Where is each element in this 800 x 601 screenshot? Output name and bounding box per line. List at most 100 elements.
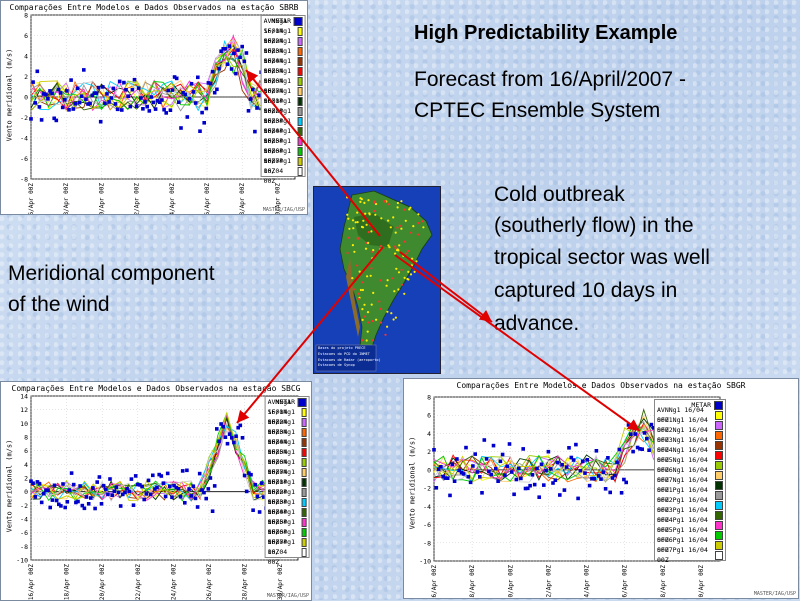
station-dot <box>354 221 357 224</box>
legend-label: SF05Pg1 16/04 00Z <box>657 526 708 544</box>
observed-point <box>60 105 65 110</box>
observed-point <box>99 502 104 506</box>
observed-point <box>500 452 505 457</box>
station-dot <box>413 270 416 273</box>
station-dot <box>396 226 399 229</box>
legend-label: SF06Ng1 16/04 00Z <box>657 466 708 484</box>
station-dot <box>384 333 387 336</box>
observed-point <box>244 489 249 494</box>
observed-point <box>505 464 509 469</box>
station-dot <box>367 241 370 244</box>
observed-point <box>571 458 576 462</box>
observed-point <box>512 492 516 497</box>
observed-point <box>494 466 498 471</box>
observed-point <box>259 481 264 485</box>
observed-point <box>101 483 106 488</box>
observed-point <box>133 474 138 478</box>
observed-point <box>457 468 461 473</box>
station-dot <box>356 211 359 214</box>
legend-swatch <box>301 437 307 447</box>
observed-point <box>617 447 622 452</box>
legend-label: SF04Pg1 16/04 00Z <box>657 516 708 534</box>
x-tick-label: 28/Apr 00Z <box>239 183 246 214</box>
observed-point <box>125 486 129 491</box>
station-dot <box>397 271 401 274</box>
observed-point <box>215 427 219 431</box>
legend-item: SF04Pg1 16/04 00Z <box>266 508 309 536</box>
observed-point <box>251 508 255 512</box>
y-tick-label: 10 <box>20 420 28 428</box>
observed-point <box>202 490 206 495</box>
chart-panel-sbrb: Comparações Entre Modelos e Dados Observ… <box>0 0 308 215</box>
observed-point <box>496 479 500 483</box>
observed-point <box>594 449 599 453</box>
chart-title: Comparações Entre Modelos e Dados Observ… <box>9 3 299 12</box>
observed-point <box>92 91 97 95</box>
legend-swatch <box>297 76 303 86</box>
observed-point <box>487 469 491 474</box>
station-dot <box>388 246 391 249</box>
observed-point <box>227 44 232 48</box>
cold-outbreak-line-2: (southerly flow) in the <box>494 214 694 237</box>
observed-point <box>162 107 166 112</box>
station-dot <box>409 206 412 209</box>
station-dot <box>379 279 382 282</box>
station-dot <box>359 288 362 292</box>
observed-point <box>56 87 61 92</box>
observed-point <box>108 477 112 481</box>
station-dot <box>366 321 370 324</box>
legend-swatch <box>301 477 307 487</box>
legend-swatch <box>715 500 723 510</box>
observed-point <box>610 476 615 480</box>
legend-swatch <box>301 417 307 427</box>
station-map: Bases do projeto PRECE Estacoes do PCD d… <box>313 186 441 374</box>
observed-point <box>651 426 656 430</box>
observed-point <box>249 472 253 477</box>
observed-point <box>631 449 635 454</box>
observed-point <box>148 492 153 497</box>
legend-label: SF04Ng1 16/04 00Z <box>267 438 295 466</box>
legend-swatch <box>715 490 723 500</box>
legend-item: SF06Pg1 16/04 00Z <box>655 536 725 554</box>
observed-point <box>153 107 158 111</box>
station-dot <box>390 277 394 280</box>
observed-point <box>112 489 117 493</box>
legend-label: SF04Pg1 16/04 00Z <box>267 508 295 536</box>
observed-point <box>544 468 548 473</box>
slide-title: High Predictability Example <box>414 22 678 44</box>
station-dot <box>378 300 381 303</box>
observed-point <box>149 95 154 99</box>
observed-point <box>144 492 149 496</box>
legend-swatch <box>297 46 303 56</box>
legend-item: SF07Pg1 16/04 00Z <box>655 546 725 564</box>
legend-swatch <box>301 427 307 437</box>
observed-point <box>599 477 603 481</box>
observed-point <box>104 487 108 492</box>
legend-swatch <box>715 430 723 440</box>
station-dot <box>394 231 397 234</box>
observed-point <box>61 482 65 486</box>
observed-point <box>466 474 471 479</box>
observed-point <box>208 81 213 86</box>
observed-point <box>42 491 46 496</box>
legend-swatch <box>297 146 303 156</box>
y-tick-label: 8 <box>24 12 28 20</box>
y-tick-label: -2 <box>20 114 28 122</box>
observed-point <box>519 476 523 481</box>
station-dot <box>415 260 418 263</box>
legend-label: SF05Pg1 16/04 00Z <box>267 518 295 546</box>
series-line <box>30 43 287 111</box>
legend-swatch <box>715 420 723 430</box>
station-dot <box>362 219 365 222</box>
observed-point <box>225 441 230 446</box>
observed-point <box>109 96 114 100</box>
observed-point <box>121 492 125 497</box>
station-dot <box>388 203 391 206</box>
station-dot <box>412 225 415 228</box>
station-dot <box>365 339 368 342</box>
observed-point <box>69 471 74 475</box>
chart-credit: MASTER/IAG/USP <box>753 591 796 597</box>
chart-panel-sbcg: Comparações Entre Modelos e Dados Observ… <box>0 381 312 601</box>
observed-point <box>179 126 183 130</box>
observed-point <box>238 55 242 60</box>
